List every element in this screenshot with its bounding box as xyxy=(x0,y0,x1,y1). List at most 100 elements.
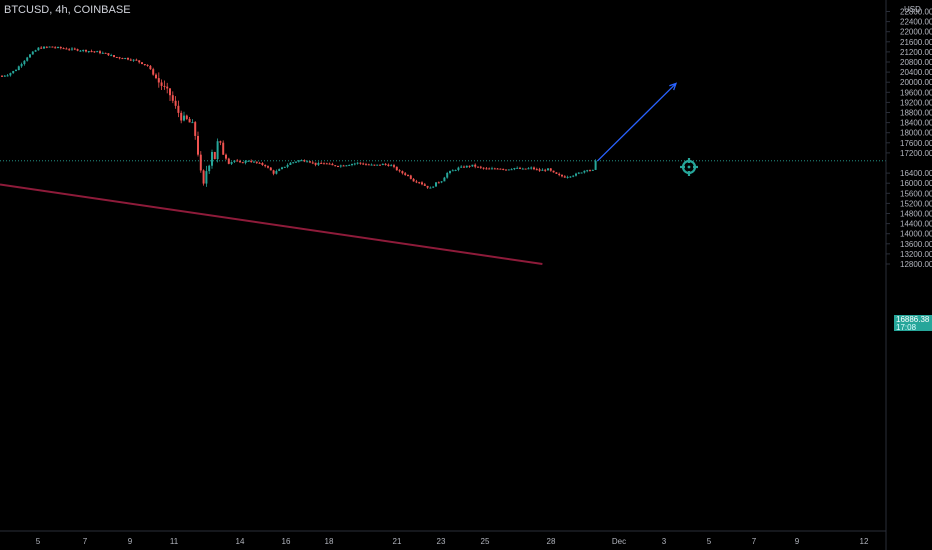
candle-up xyxy=(297,160,300,163)
candle-down xyxy=(62,47,65,50)
candle-down xyxy=(174,96,177,109)
time-axis-label: 9 xyxy=(128,537,133,546)
candle-up xyxy=(29,53,31,58)
candle-up xyxy=(6,73,9,77)
candle-up xyxy=(306,160,309,163)
price-axis-label: 18400.00 xyxy=(900,119,932,128)
candle-up xyxy=(594,159,597,171)
price-axis-label: 21600.00 xyxy=(900,38,932,47)
candles xyxy=(1,46,597,189)
price-axis-label: 20000.00 xyxy=(900,78,932,87)
candle-down xyxy=(367,163,370,166)
candle-up xyxy=(9,72,12,77)
candle-up xyxy=(317,161,320,167)
candle-down xyxy=(519,166,521,170)
candle-up xyxy=(275,169,278,175)
candle-up xyxy=(547,168,549,171)
candle-up xyxy=(244,159,247,165)
candle-up xyxy=(278,168,281,172)
candle-up xyxy=(575,172,577,177)
candle-down xyxy=(185,114,188,121)
candle-down xyxy=(269,167,272,171)
candle-up xyxy=(283,166,286,168)
candle-down xyxy=(250,159,253,163)
price-axis-label: 19600.00 xyxy=(900,88,932,97)
price-axis[interactable]: 22800.0022400.0022000.0021600.0021200.00… xyxy=(886,8,932,270)
candle-up xyxy=(300,159,303,162)
candle-down xyxy=(555,172,558,175)
candle-down xyxy=(387,163,390,167)
projection-arrow-line[interactable] xyxy=(597,82,677,162)
time-axis-label: 9 xyxy=(795,537,800,546)
candle-down xyxy=(239,159,241,163)
candle-down xyxy=(365,162,367,166)
candle-down xyxy=(412,178,415,182)
candle-up xyxy=(48,46,51,48)
time-axis-label: Dec xyxy=(612,537,626,546)
candle-up xyxy=(345,165,348,167)
candle-down xyxy=(468,165,471,168)
candle-up xyxy=(281,166,283,170)
candle-up xyxy=(471,164,474,167)
time-axis-label: 23 xyxy=(437,537,446,546)
price-axis-label: 14800.00 xyxy=(900,210,932,219)
candle-down xyxy=(93,51,96,53)
candle-up xyxy=(295,161,297,164)
candle-up xyxy=(211,149,213,169)
price-axis-label: 15200.00 xyxy=(900,199,932,208)
candle-up xyxy=(339,164,342,168)
price-axis-label: 13200.00 xyxy=(900,250,932,259)
candle-up xyxy=(233,160,236,164)
candle-down xyxy=(127,57,129,61)
price-axis-label: 20800.00 xyxy=(900,58,932,67)
candle-down xyxy=(65,47,68,50)
time-axis-label: 14 xyxy=(236,537,245,546)
candle-up xyxy=(208,164,211,174)
candle-up xyxy=(465,165,468,168)
candle-down xyxy=(141,62,143,65)
candle-up xyxy=(57,46,59,49)
candle-up xyxy=(82,49,85,53)
candle-down xyxy=(303,159,306,163)
candle-down xyxy=(538,167,541,172)
candle-down xyxy=(533,166,535,171)
time-axis-label: 28 xyxy=(547,537,556,546)
candle-down xyxy=(474,163,477,169)
price-axis-label: 12800.00 xyxy=(900,260,932,269)
time-axis[interactable]: 5 7 9 11 14 16 18 21 23 25 28 Dec 3 5 7 9 12 xyxy=(36,537,869,546)
candle-down xyxy=(328,162,331,165)
time-axis-label: 7 xyxy=(752,537,757,546)
candle-up xyxy=(446,171,449,179)
candle-down xyxy=(488,167,491,170)
candle-up xyxy=(440,180,443,184)
candle-down xyxy=(384,163,387,166)
candle-up xyxy=(132,59,135,62)
candle-up xyxy=(20,62,23,68)
descending-trendline[interactable] xyxy=(0,183,543,265)
candle-up xyxy=(230,161,233,165)
candle-down xyxy=(99,50,101,55)
candle-down xyxy=(334,165,337,167)
candle-up xyxy=(79,50,82,52)
projection-arrow[interactable] xyxy=(597,82,678,162)
candle-down xyxy=(188,117,191,123)
candle-down xyxy=(73,47,76,51)
candle-up xyxy=(71,47,73,51)
candle-up xyxy=(381,163,384,166)
symbol-title: BTCUSD, 4h, COINBASE xyxy=(4,4,131,16)
candle-up xyxy=(15,68,17,72)
candle-up xyxy=(580,172,583,174)
candle-up xyxy=(356,162,359,165)
candle-down xyxy=(163,80,166,90)
price-axis-label: 13600.00 xyxy=(900,240,932,249)
candle-up xyxy=(253,160,255,163)
trendline-segment[interactable] xyxy=(0,183,543,265)
candle-up xyxy=(443,176,446,182)
candle-down xyxy=(502,168,505,171)
candle-down xyxy=(202,169,205,186)
crosshair-target-icon[interactable] xyxy=(680,158,698,176)
candle-up xyxy=(454,169,457,172)
candle-up xyxy=(216,138,219,163)
candle-down xyxy=(437,181,440,184)
